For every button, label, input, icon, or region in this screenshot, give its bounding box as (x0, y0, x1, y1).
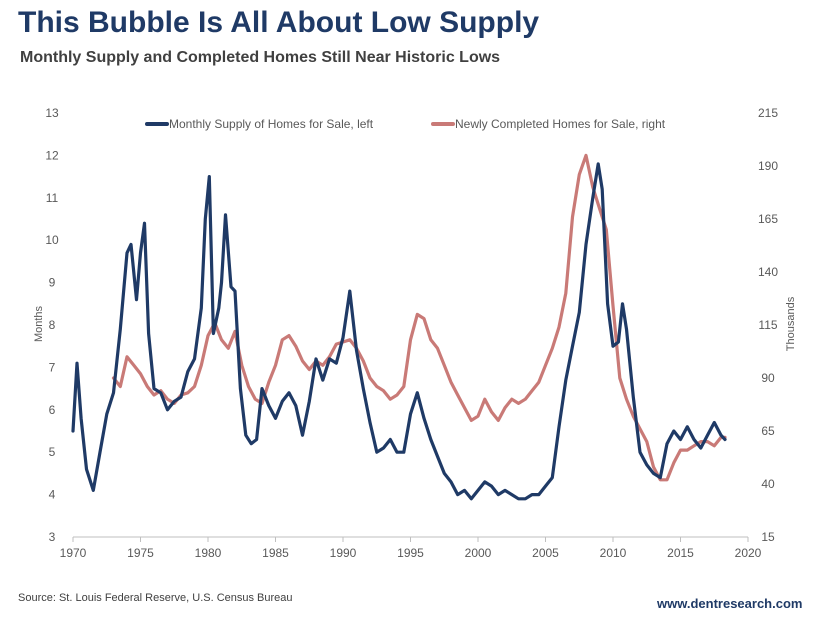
y-left-tick-label: 12 (45, 148, 59, 162)
x-tick-label: 2015 (667, 546, 694, 560)
y-right-tick-label: 115 (758, 318, 777, 332)
y-right-tick-label: 40 (761, 477, 775, 491)
legend-label: Monthly Supply of Homes for Sale, left (169, 117, 374, 131)
series-layer (71, 153, 727, 501)
y-left-tick-label: 3 (49, 530, 56, 544)
chart-subtitle: Monthly Supply and Completed Homes Still… (20, 49, 501, 66)
x-tick-label: 2020 (735, 546, 762, 560)
y-right-tick-label: 15 (761, 530, 775, 544)
x-tick-label: 2005 (532, 546, 559, 560)
source-note: Source: St. Louis Federal Reserve, U.S. … (18, 592, 293, 604)
y-axis-right-label: Thousands (785, 296, 797, 351)
legend-label: Newly Completed Homes for Sale, right (455, 117, 666, 131)
x-tick-label: 1970 (60, 546, 87, 560)
x-tick-label: 1975 (127, 546, 154, 560)
y-left-tick-label: 4 (49, 488, 56, 502)
legend: Monthly Supply of Homes for Sale, left Ne… (145, 117, 666, 131)
chart-title: This Bubble Is All About Low Supply (18, 6, 540, 39)
y-left-tick-label: 9 (49, 276, 56, 290)
y-right-tick-label: 65 (761, 424, 775, 438)
x-tick-label: 1995 (397, 546, 424, 560)
y-left-tick-label: 10 (45, 233, 59, 247)
line-chart: 1970 1975 1980 1985 1990 1995 2000 2005 2010 2015… (33, 106, 797, 560)
website-link[interactable]: www.dentresearch.com (657, 596, 803, 611)
x-tick-label: 1980 (195, 546, 222, 560)
y-right-tick-label: 140 (758, 265, 778, 279)
supply-series-line (71, 162, 727, 501)
y-left-tick-label: 6 (49, 403, 56, 417)
y-right-tick-label: 190 (758, 159, 778, 173)
y-left-tick-label: 8 (49, 318, 56, 332)
y-left-tick-label: 5 (49, 445, 56, 459)
x-tick-label: 2000 (465, 546, 492, 560)
y-left-tick-label: 7 (49, 360, 56, 374)
x-tick-label: 1990 (330, 546, 357, 560)
y-right-tick-label: 90 (761, 371, 775, 385)
x-tick-label: 2010 (600, 546, 627, 560)
y-left-tick-label: 11 (46, 191, 59, 205)
y-right-tick-label: 165 (758, 212, 778, 226)
y-right-tick-label: 215 (758, 106, 778, 120)
y-axis-left-label: Months (33, 305, 45, 342)
y-left-tick-label: 13 (45, 106, 59, 120)
chart-axes: 1970 1975 1980 1985 1990 1995 2000 2005 2010 2015… (45, 106, 778, 560)
x-tick-label: 1985 (262, 546, 289, 560)
